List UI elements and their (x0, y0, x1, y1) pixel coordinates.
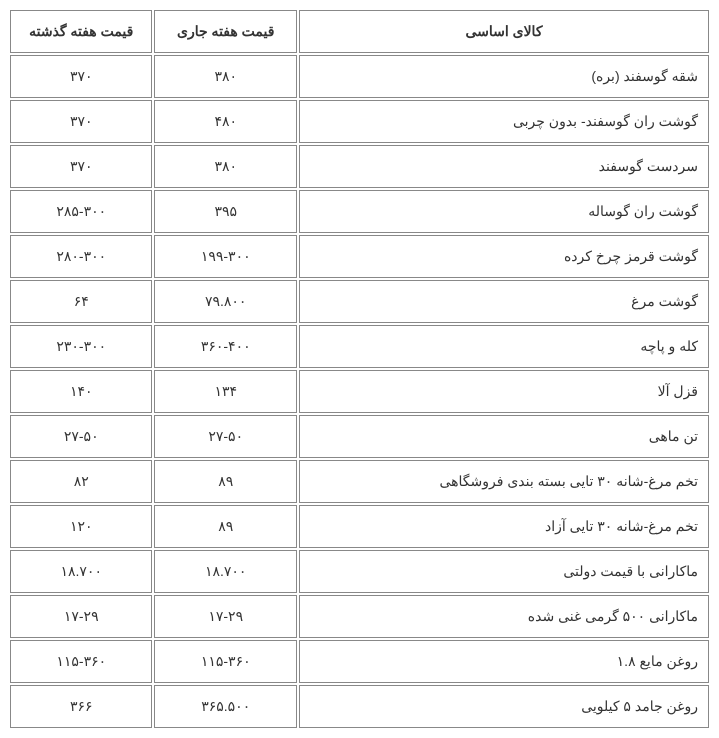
cell-previous: ۳۷۰ (10, 100, 152, 143)
cell-previous: ۱۷-۲۹ (10, 595, 152, 638)
cell-current: ۳۸۰ (154, 145, 296, 188)
cell-name: گوشت ران گوسفند- بدون چربی (299, 100, 709, 143)
header-col-name: کالای اساسی (299, 10, 709, 53)
cell-current: ۷۹.۸۰۰ (154, 280, 296, 323)
cell-name: سردست گوسفند (299, 145, 709, 188)
table-row: روغن جامد ۵ کیلویی ۳۶۵.۵۰۰ ۳۶۶ (10, 685, 709, 728)
cell-name: روغن جامد ۵ کیلویی (299, 685, 709, 728)
cell-name: روغن مایع ۱.۸ (299, 640, 709, 683)
table-row: تخم مرغ-شانه ۳۰ تایی آزاد ۸۹ ۱۲۰ (10, 505, 709, 548)
cell-previous: ۸۲ (10, 460, 152, 503)
table-row: ماکارانی با قیمت دولتی ۱۸.۷۰۰ ۱۸.۷۰۰ (10, 550, 709, 593)
header-col-current: قیمت هفته جاری (154, 10, 296, 53)
cell-name: ماکارانی با قیمت دولتی (299, 550, 709, 593)
table-row: سردست گوسفند ۳۸۰ ۳۷۰ (10, 145, 709, 188)
cell-name: شقه گوسفند (بره) (299, 55, 709, 98)
table-body: شقه گوسفند (بره) ۳۸۰ ۳۷۰ گوشت ران گوسفند… (10, 55, 709, 728)
cell-previous: ۲۷-۵۰ (10, 415, 152, 458)
cell-previous: ۲۸۰-۳۰۰ (10, 235, 152, 278)
cell-previous: ۲۸۵-۳۰۰ (10, 190, 152, 233)
table-row: گوشت ران گوسفند- بدون چربی ۴۸۰ ۳۷۰ (10, 100, 709, 143)
cell-name: تن ماهی (299, 415, 709, 458)
cell-name: گوشت مرغ (299, 280, 709, 323)
cell-current: ۸۹ (154, 460, 296, 503)
cell-name: گوشت قرمز چرخ کرده (299, 235, 709, 278)
table-row: روغن مایع ۱.۸ ۱۱۵-۳۶۰ ۱۱۵-۳۶۰ (10, 640, 709, 683)
cell-name: تخم مرغ-شانه ۳۰ تایی بسته بندی فروشگاهی (299, 460, 709, 503)
cell-previous: ۳۷۰ (10, 55, 152, 98)
cell-previous: ۲۳۰-۳۰۰ (10, 325, 152, 368)
cell-current: ۳۸۰ (154, 55, 296, 98)
table-row: تن ماهی ۲۷-۵۰ ۲۷-۵۰ (10, 415, 709, 458)
cell-current: ۴۸۰ (154, 100, 296, 143)
header-col-previous: قیمت هفته گذشته (10, 10, 152, 53)
cell-name: قزل آلا (299, 370, 709, 413)
table-row: تخم مرغ-شانه ۳۰ تایی بسته بندی فروشگاهی … (10, 460, 709, 503)
cell-previous: ۶۴ (10, 280, 152, 323)
cell-previous: ۱۴۰ (10, 370, 152, 413)
price-table: کالای اساسی قیمت هفته جاری قیمت هفته گذش… (8, 8, 711, 730)
cell-current: ۱۹۹-۳۰۰ (154, 235, 296, 278)
table-row: ماکارانی ۵۰۰ گرمی غنی شده ۱۷-۲۹ ۱۷-۲۹ (10, 595, 709, 638)
cell-previous: ۳۷۰ (10, 145, 152, 188)
cell-previous: ۱۱۵-۳۶۰ (10, 640, 152, 683)
cell-name: کله و پاچه (299, 325, 709, 368)
table-row: شقه گوسفند (بره) ۳۸۰ ۳۷۰ (10, 55, 709, 98)
cell-current: ۱۳۴ (154, 370, 296, 413)
table-header: کالای اساسی قیمت هفته جاری قیمت هفته گذش… (10, 10, 709, 53)
table-row: قزل آلا ۱۳۴ ۱۴۰ (10, 370, 709, 413)
table-row: گوشت مرغ ۷۹.۸۰۰ ۶۴ (10, 280, 709, 323)
cell-current: ۳۶۵.۵۰۰ (154, 685, 296, 728)
cell-current: ۱۷-۲۹ (154, 595, 296, 638)
table-row: گوشت ران گوساله ۳۹۵ ۲۸۵-۳۰۰ (10, 190, 709, 233)
cell-current: ۳۹۵ (154, 190, 296, 233)
cell-current: ۱۱۵-۳۶۰ (154, 640, 296, 683)
cell-name: ماکارانی ۵۰۰ گرمی غنی شده (299, 595, 709, 638)
cell-name: گوشت ران گوساله (299, 190, 709, 233)
cell-current: ۳۶۰-۴۰۰ (154, 325, 296, 368)
cell-name: تخم مرغ-شانه ۳۰ تایی آزاد (299, 505, 709, 548)
cell-previous: ۱۲۰ (10, 505, 152, 548)
cell-current: ۲۷-۵۰ (154, 415, 296, 458)
table-row: کله و پاچه ۳۶۰-۴۰۰ ۲۳۰-۳۰۰ (10, 325, 709, 368)
cell-previous: ۱۸.۷۰۰ (10, 550, 152, 593)
cell-previous: ۳۶۶ (10, 685, 152, 728)
cell-current: ۸۹ (154, 505, 296, 548)
cell-current: ۱۸.۷۰۰ (154, 550, 296, 593)
table-row: گوشت قرمز چرخ کرده ۱۹۹-۳۰۰ ۲۸۰-۳۰۰ (10, 235, 709, 278)
header-row: کالای اساسی قیمت هفته جاری قیمت هفته گذش… (10, 10, 709, 53)
